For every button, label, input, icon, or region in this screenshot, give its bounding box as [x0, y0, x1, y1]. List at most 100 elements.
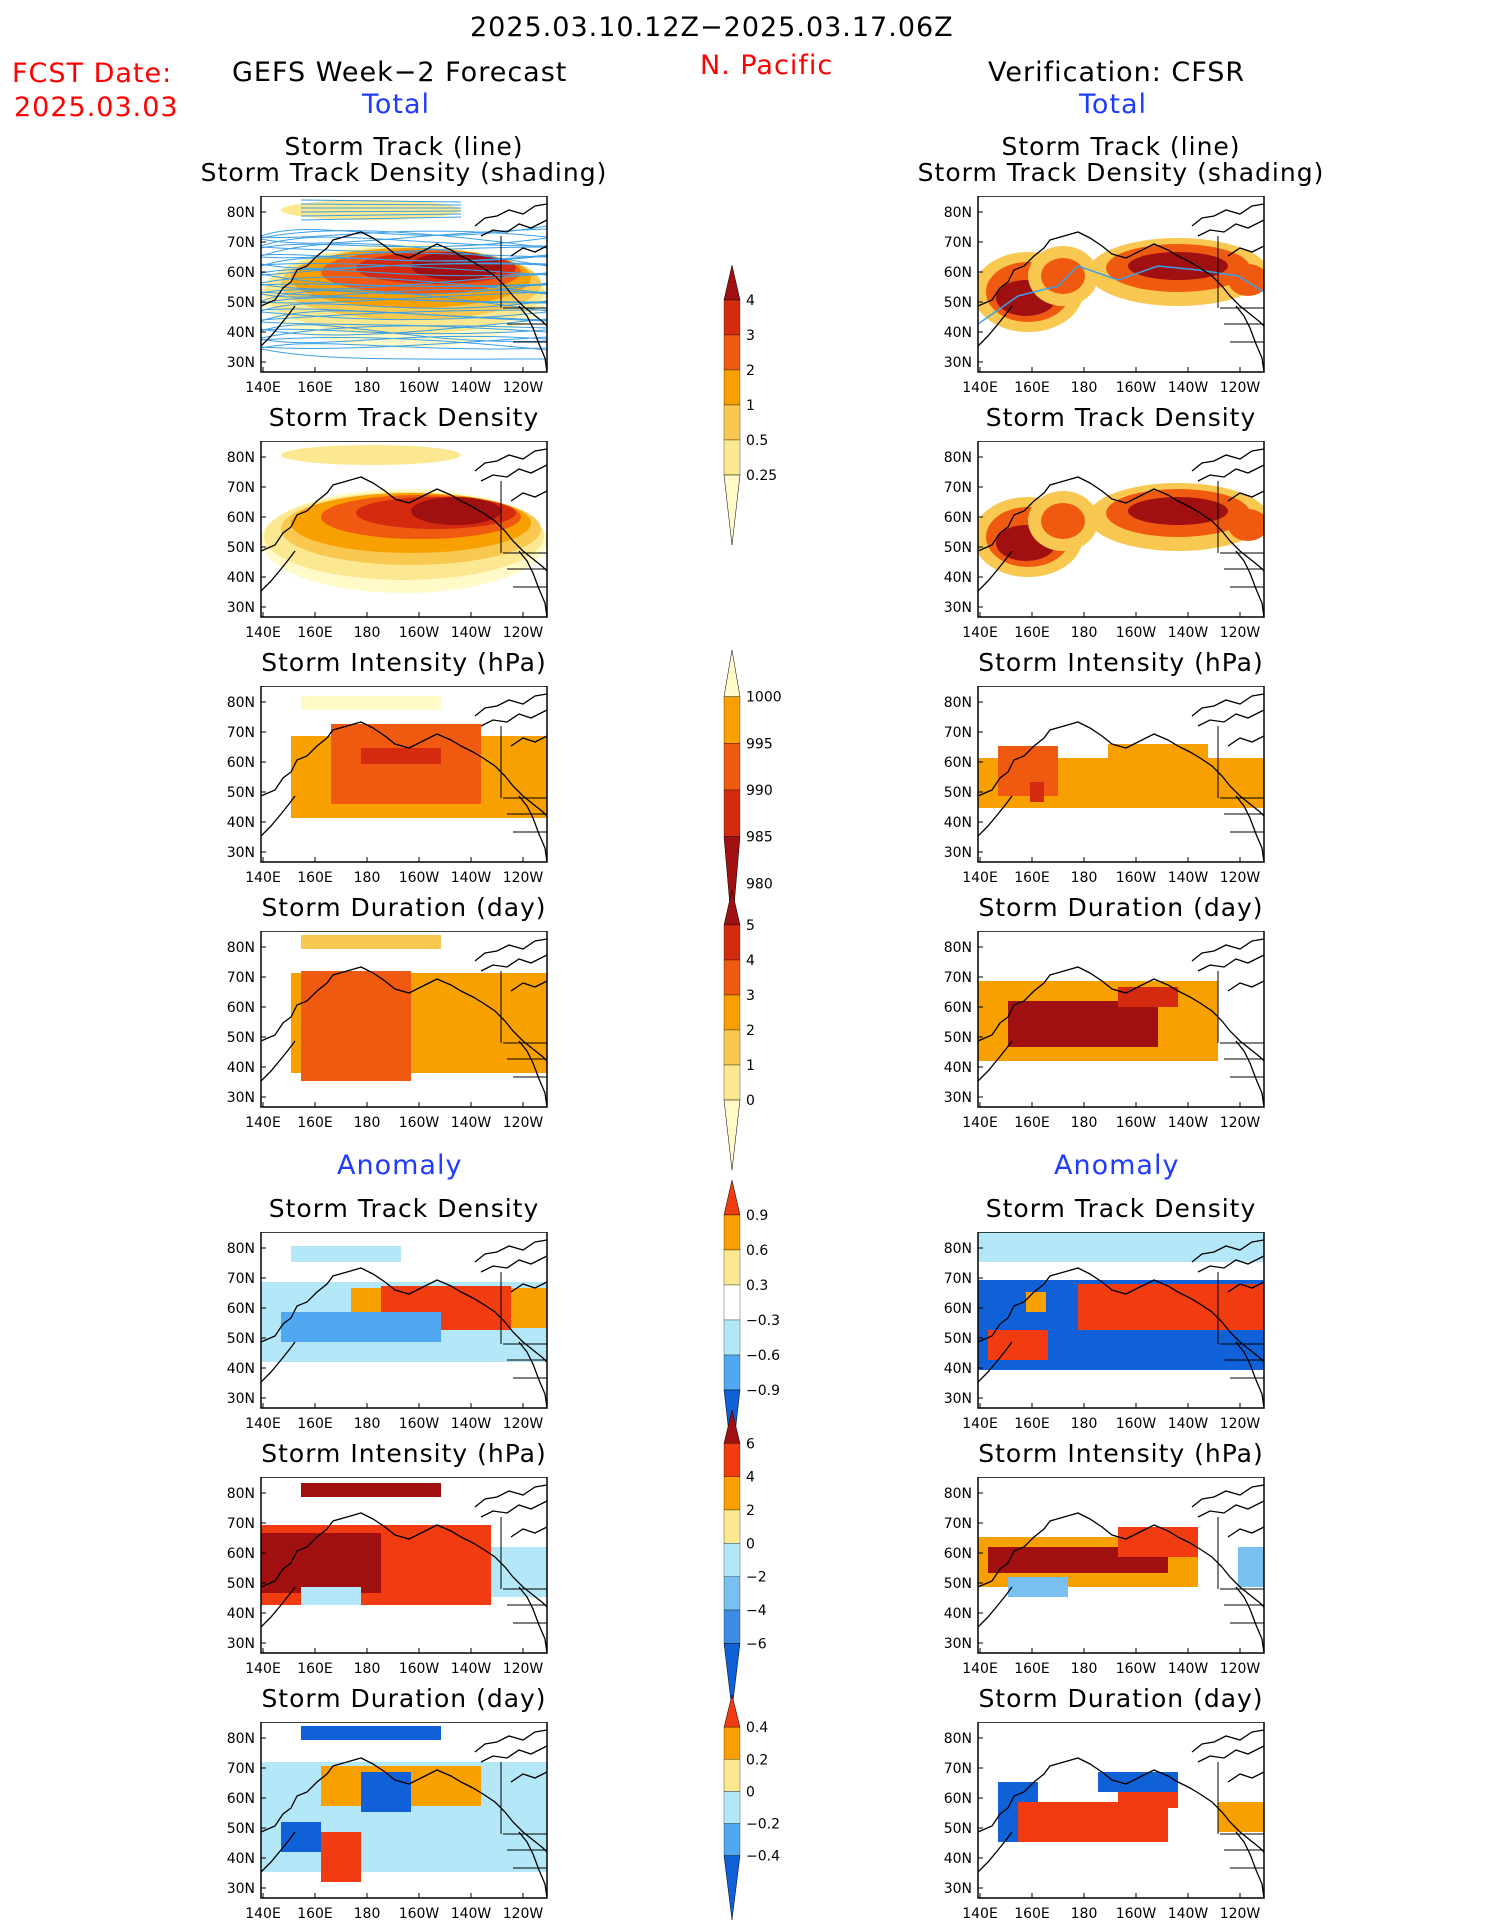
lat-label: 80N [227, 940, 255, 956]
lon-label: 120W [1220, 1661, 1261, 1677]
lat-label: 60N [227, 1791, 255, 1807]
panel-title-anom_intensity-forecast: Storm Intensity (hPa) [261, 1439, 547, 1468]
lon-label: 120W [1220, 380, 1261, 396]
colorbar-tick-label: 0 [746, 1536, 755, 1552]
lon-label: 160W [1116, 380, 1157, 396]
lat-label: 30N [944, 1881, 972, 1897]
panel-title-anom_duration-forecast: Storm Duration (day) [261, 1684, 547, 1713]
colorbar-tick-label: 4 [746, 293, 755, 309]
map-anom_duration-forecast: 80N 70N 60N 50N 40N 30N 140E 160E 180 160W 140W 120… [227, 1722, 548, 1922]
colorbar-intensity: 1000 995 990 985 980 [723, 650, 782, 931]
map-intensity-verification: 80N 70N 60N 50N 40N 30N 140E 160E 180 160W 140W 120… [944, 686, 1265, 886]
lon-label: 160W [1116, 1115, 1157, 1131]
lat-label: 70N [227, 970, 255, 986]
lon-label: 160E [1014, 1906, 1050, 1922]
panel-title-anom_density-forecast: Storm Track Density [268, 1194, 540, 1223]
lat-label: 70N [944, 1516, 972, 1532]
left-total-label: Total [362, 89, 431, 120]
lon-label: 140W [451, 870, 492, 886]
lat-label: 80N [227, 695, 255, 711]
map-track-verification: 80N 70N 60N 50N 40N 30N 140E 160E 180 160W 140W 120… [944, 196, 1265, 396]
lon-label: 180 [1071, 625, 1098, 641]
lat-label: 60N [227, 755, 255, 771]
lat-label: 40N [944, 1851, 972, 1867]
lat-label: 70N [944, 970, 972, 986]
colorbar-tick-label: 6 [746, 1436, 755, 1452]
lon-label: 140W [1168, 1661, 1209, 1677]
lat-label: 80N [944, 940, 972, 956]
lat-label: 70N [944, 725, 972, 741]
colorbar-tick-label: 3 [746, 988, 755, 1004]
map-duration-verification: 80N 70N 60N 50N 40N 30N 140E 160E 180 160W 140W 120… [944, 931, 1265, 1131]
panel-title-anom_density-verification: Storm Track Density [985, 1194, 1257, 1223]
lat-label: 40N [227, 815, 255, 831]
lat-label: 70N [227, 480, 255, 496]
lon-label: 140W [1168, 1416, 1209, 1432]
right-total-label: Total [1079, 89, 1148, 120]
lon-label: 160E [1014, 870, 1050, 886]
colorbar-tick-label: 4 [746, 953, 755, 969]
lat-label: 40N [227, 570, 255, 586]
lon-label: 140E [245, 1661, 281, 1677]
lat-label: 30N [227, 1636, 255, 1652]
lon-label: 120W [503, 1661, 544, 1677]
colorbar-tick-label: 0.6 [746, 1243, 768, 1259]
lon-label: 160E [297, 870, 333, 886]
lon-label: 160W [399, 1906, 440, 1922]
lon-label: 140W [1168, 1115, 1209, 1131]
map-density-verification: 80N 70N 60N 50N 40N 30N 140E 160E 180 160W 140W 120… [944, 441, 1265, 641]
panel-title-track-verification: Storm Track (line) [1001, 132, 1241, 161]
colorbar-tick-label: −2 [746, 1570, 767, 1586]
lat-label: 80N [944, 695, 972, 711]
lon-label: 160E [297, 1115, 333, 1131]
lon-label: 120W [1220, 870, 1261, 886]
lon-label: 180 [354, 1416, 381, 1432]
lon-label: 180 [354, 625, 381, 641]
colorbar-tick-label: −0.9 [746, 1383, 780, 1399]
lon-label: 160W [399, 870, 440, 886]
right-anomaly-label: Anomaly [1054, 1150, 1180, 1181]
lat-label: 80N [227, 1486, 255, 1502]
colorbar-tick-label: 990 [746, 783, 773, 799]
lon-label: 140W [451, 1416, 492, 1432]
colorbar-tick-label: −0.2 [746, 1817, 780, 1833]
lon-label: 160W [1116, 870, 1157, 886]
colorbar-tick-label: 995 [746, 736, 773, 752]
panel-title-density-verification: Storm Track Density [985, 403, 1257, 432]
lon-label: 140E [245, 1416, 281, 1432]
lon-label: 160W [1116, 1906, 1157, 1922]
lat-label: 70N [227, 1516, 255, 1532]
map-duration-forecast: 80N 70N 60N 50N 40N 30N 140E 160E 180 160W 140W 120… [227, 931, 548, 1131]
map-track-forecast: 80N 70N 60N 50N 40N 30N 140E 160E 180 160W 140W 120… [227, 196, 548, 396]
lat-label: 50N [944, 1576, 972, 1592]
lon-label: 180 [1071, 380, 1098, 396]
lon-label: 140W [1168, 870, 1209, 886]
lon-label: 160W [399, 1416, 440, 1432]
lat-label: 80N [227, 1241, 255, 1257]
lon-label: 140E [245, 1115, 281, 1131]
lat-label: 40N [944, 815, 972, 831]
lat-label: 50N [227, 1030, 255, 1046]
colorbar-tick-label: 1000 [746, 690, 782, 706]
lon-label: 160E [1014, 1661, 1050, 1677]
right-column-title: Verification: CFSR [988, 57, 1246, 88]
lat-label: 50N [227, 1331, 255, 1347]
lon-label: 180 [1071, 1661, 1098, 1677]
colorbar-density: 4 3 2 1 0.5 0.25 [723, 265, 777, 546]
lat-label: 80N [944, 1486, 972, 1502]
lon-label: 160E [297, 1416, 333, 1432]
map-anom_density-forecast: 80N 70N 60N 50N 40N 30N 140E 160E 180 160W 140W 120… [227, 1232, 548, 1432]
lat-label: 60N [944, 1791, 972, 1807]
colorbar-anom_intensity: 6 4 2 0 −2 −4 −6 [723, 1410, 767, 1711]
lon-label: 140E [962, 625, 998, 641]
lat-label: 70N [944, 480, 972, 496]
lat-label: 40N [944, 325, 972, 341]
lat-label: 30N [227, 1391, 255, 1407]
lon-label: 180 [354, 380, 381, 396]
lat-label: 60N [944, 1546, 972, 1562]
colorbar-tick-label: 0 [746, 1093, 755, 1109]
lon-label: 140E [245, 870, 281, 886]
lat-label: 60N [944, 510, 972, 526]
lat-label: 40N [227, 325, 255, 341]
lat-label: 40N [227, 1060, 255, 1076]
